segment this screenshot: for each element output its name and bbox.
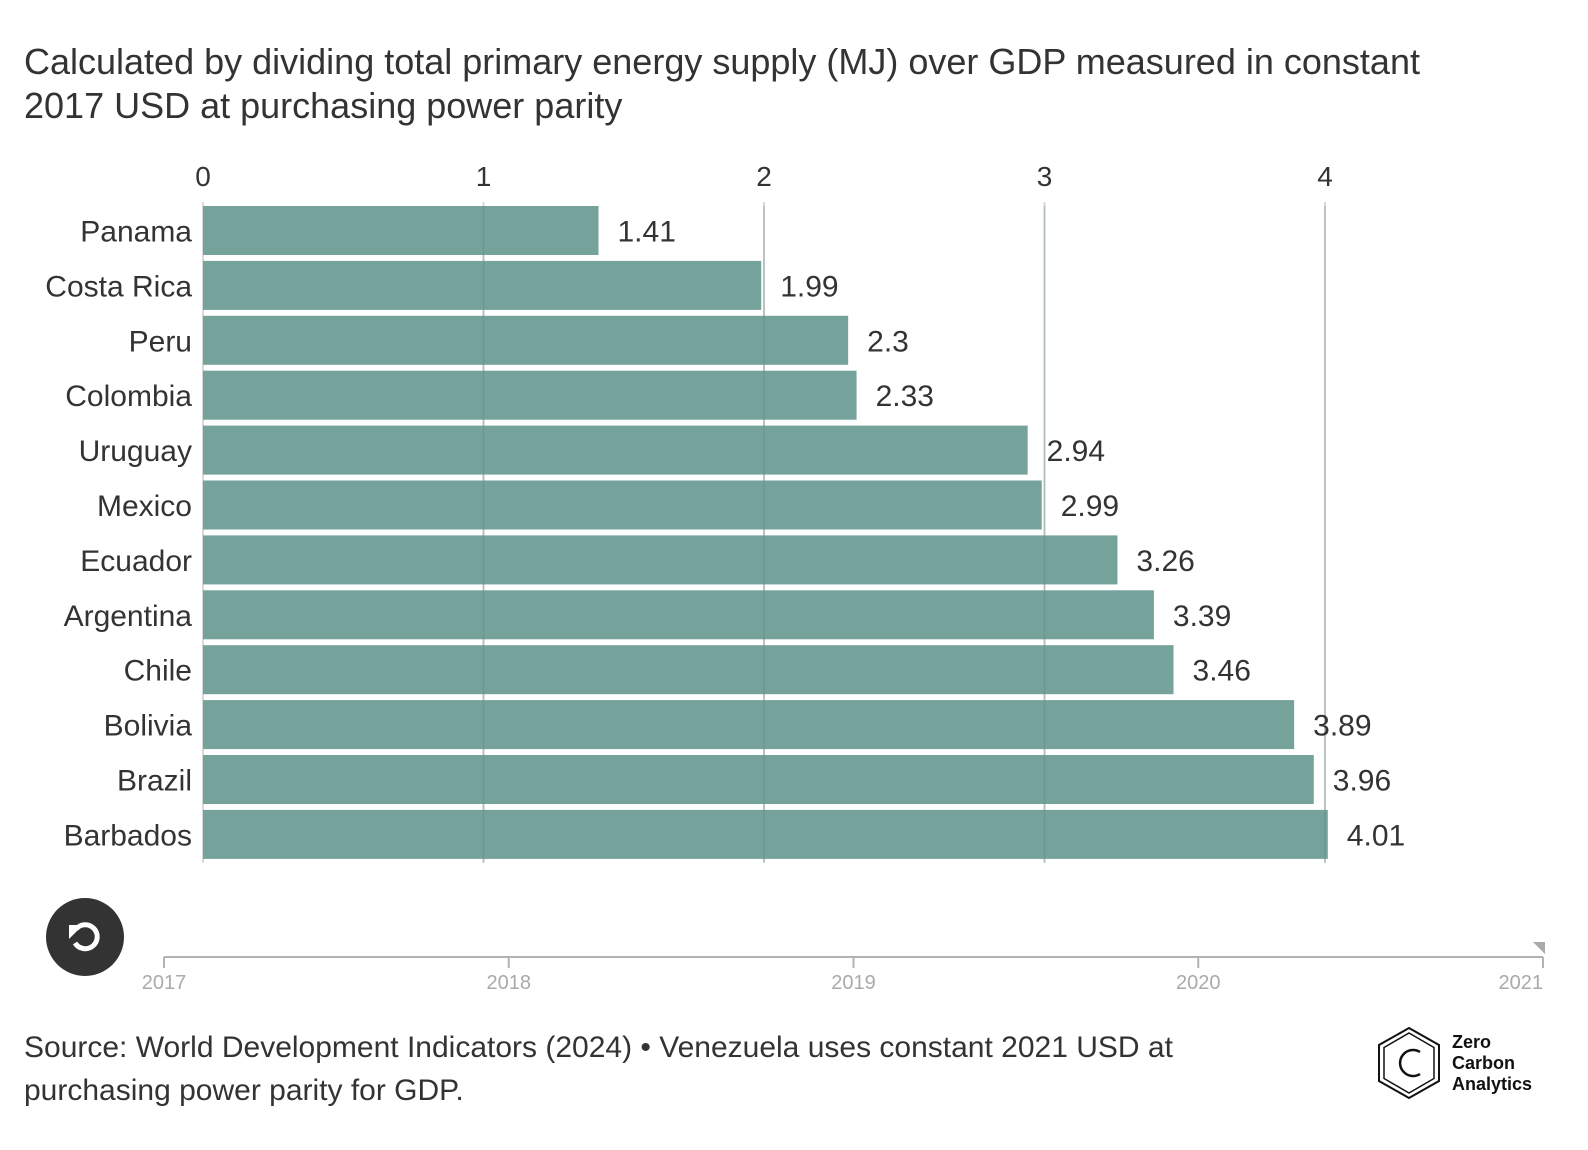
bar-chart: 0 1 2 3 4 Panama Costa Rica Peru Colombia Urugua…	[45, 161, 1406, 863]
timeline-year-2019[interactable]: 2019	[831, 972, 876, 994]
bar-brazil	[203, 755, 1314, 804]
value-labels: 1.41 1.99 2.3 2.33 2.94 2.99 3.26 3.39 3.46 3.89 3…	[618, 216, 1406, 853]
category-label: Argentina	[64, 600, 193, 633]
value-label: 2.3	[867, 325, 909, 358]
hexagon-c-logo-icon	[1378, 1026, 1440, 1100]
bar-bolivia	[203, 700, 1295, 750]
category-label: Uruguay	[79, 435, 192, 468]
value-label: 2.99	[1061, 490, 1119, 523]
bar-ecuador	[203, 535, 1118, 585]
bar-barbados	[203, 809, 1328, 859]
category-label: Peru	[129, 325, 192, 358]
timeline-year-2017[interactable]: 2017	[142, 972, 187, 994]
category-label: Mexico	[97, 490, 192, 523]
value-label: 3.26	[1136, 545, 1194, 578]
replay-button[interactable]	[46, 898, 124, 976]
bar-panama	[203, 206, 599, 255]
value-label: 2.94	[1047, 435, 1105, 468]
bar-uruguay	[203, 425, 1028, 475]
category-label: Bolivia	[104, 710, 193, 743]
bar-mexico	[203, 480, 1042, 530]
gridlines	[202, 202, 1326, 863]
category-label: Colombia	[65, 380, 192, 413]
x-tick-label: 4	[1317, 161, 1333, 192]
value-label: 1.99	[780, 270, 838, 303]
value-label: 3.39	[1173, 600, 1231, 633]
zero-carbon-analytics-logo: Zero Carbon Analytics	[1376, 1026, 1532, 1100]
value-label: 3.46	[1193, 655, 1251, 688]
category-label: Chile	[124, 655, 192, 688]
logo-line-1: Zero	[1452, 1031, 1492, 1052]
value-label: 4.01	[1347, 819, 1405, 852]
timeline-year-2018[interactable]: 2018	[487, 972, 532, 994]
year-timeline[interactable]: 2017 2018 2019 2020 2021	[0, 930, 1588, 1000]
x-axis-ticks: 0 1 2 3 4	[195, 161, 1333, 192]
replay-icon	[69, 922, 100, 952]
value-label: 3.96	[1333, 765, 1391, 798]
bar-colombia	[203, 370, 857, 420]
category-labels: Panama Costa Rica Peru Colombia Uruguay Mexic…	[45, 216, 192, 853]
x-tick-label: 1	[476, 161, 492, 192]
x-tick-label: 2	[756, 161, 772, 192]
value-label: 1.41	[618, 216, 676, 249]
category-label: Costa Rica	[45, 270, 192, 303]
x-tick-label: 0	[195, 161, 211, 192]
logo-line-2: Carbon	[1452, 1052, 1515, 1073]
timeline-year-2020[interactable]: 2020	[1176, 972, 1221, 994]
category-label: Panama	[80, 216, 192, 249]
timeline-ticks: 2017 2018 2019 2020 2021	[142, 957, 1544, 994]
bar-chile	[203, 645, 1174, 695]
chart-subtitle: Calculated by dividing total primary ene…	[24, 41, 1420, 126]
bar-costa-rica	[203, 260, 762, 310]
value-label: 2.33	[876, 380, 934, 413]
category-label: Ecuador	[80, 545, 192, 578]
logo-line-3: Analytics	[1452, 1073, 1533, 1094]
timeline-handle[interactable]	[1533, 942, 1545, 954]
value-label: 3.89	[1313, 710, 1371, 743]
source-note: Source: World Development Indicators (20…	[24, 1031, 1173, 1107]
bar-argentina	[203, 590, 1154, 640]
timeline-year-2021[interactable]: 2021	[1499, 972, 1544, 994]
category-label: Barbados	[64, 819, 192, 852]
bars	[203, 206, 1328, 863]
bar-peru	[203, 315, 849, 365]
x-tick-label: 3	[1037, 161, 1053, 192]
category-label: Brazil	[117, 765, 192, 798]
